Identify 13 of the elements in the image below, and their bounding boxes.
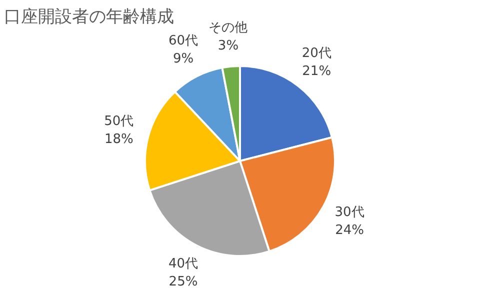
chart-title: 口座開設者の年齢構成 <box>4 7 174 27</box>
data-label: 3% <box>218 38 239 54</box>
data-label: 24% <box>335 223 364 238</box>
slice-label: 60代 <box>168 34 198 49</box>
data-label: 9% <box>172 52 194 67</box>
data-label: 21% <box>302 64 332 80</box>
slice-label: 30代 <box>334 205 364 220</box>
data-label: 18% <box>104 132 134 147</box>
slice-label: 20代 <box>302 46 332 62</box>
slice-label: 50代 <box>104 114 134 129</box>
slice-label: 40代 <box>168 256 198 272</box>
slice-label: その他 <box>208 20 248 36</box>
data-label: 25% <box>168 274 198 288</box>
